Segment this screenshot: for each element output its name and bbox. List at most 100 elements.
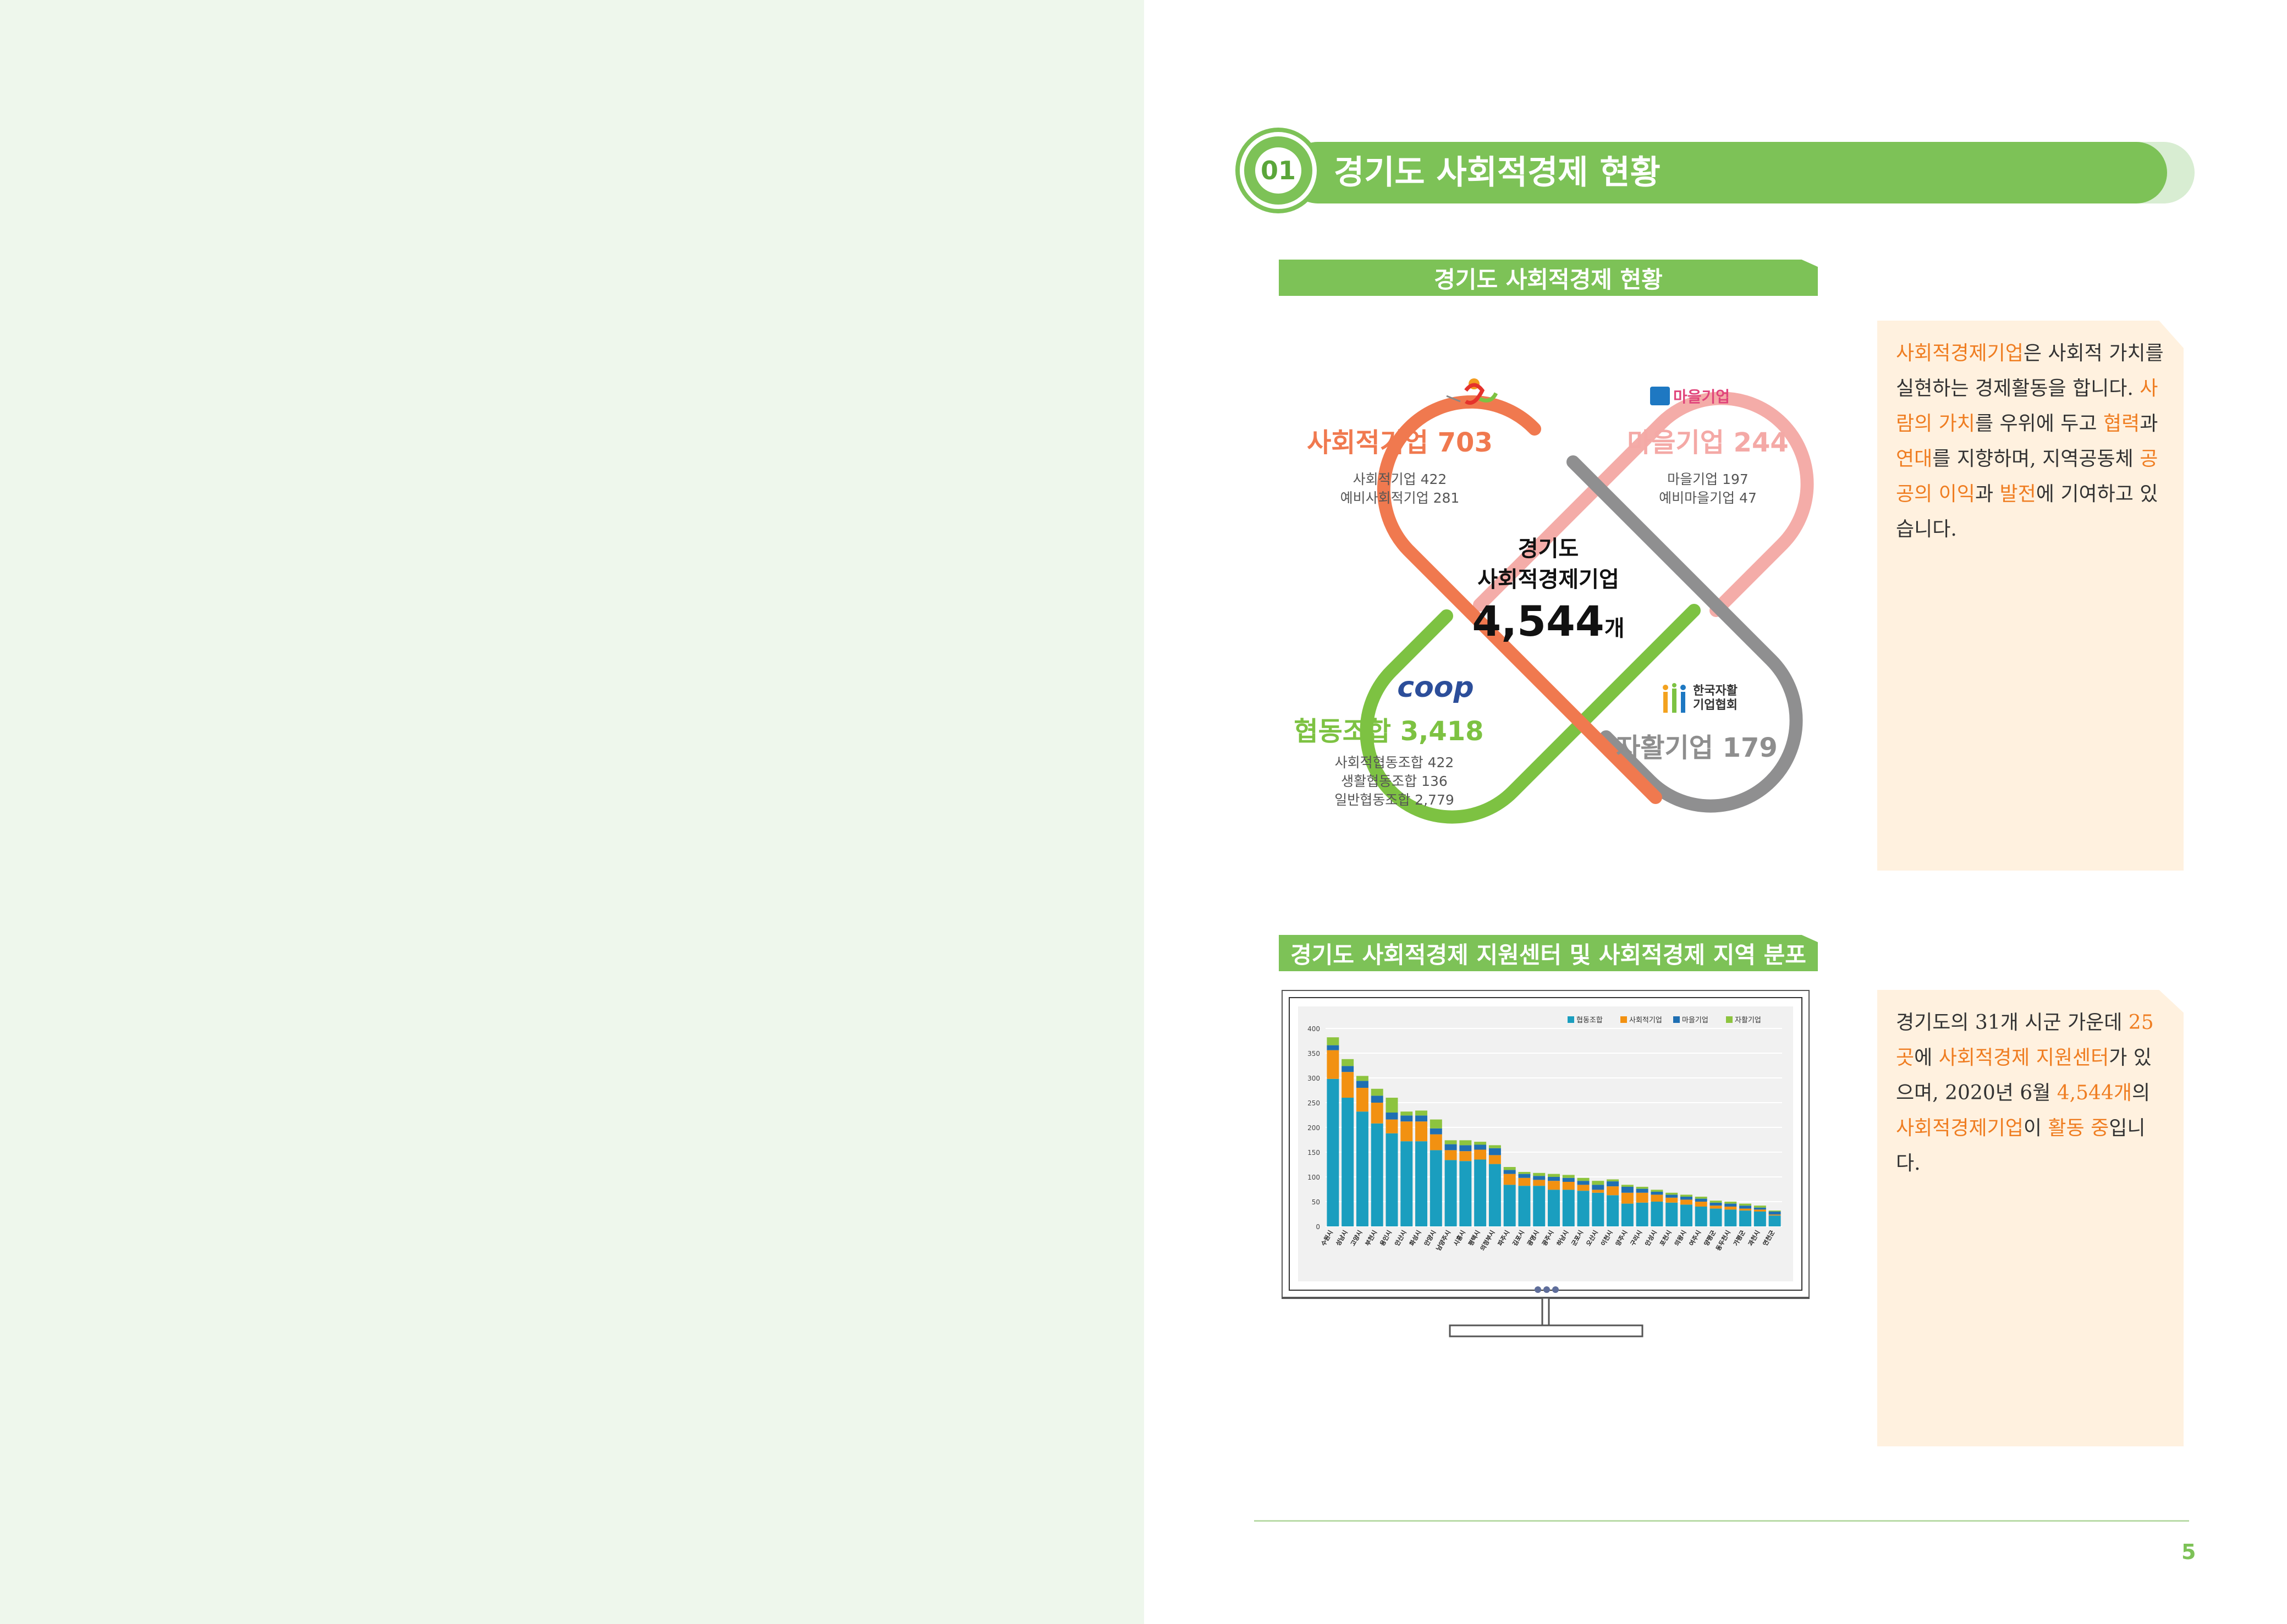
loop-village [1473, 392, 1814, 617]
bar-segment-2 [1768, 1212, 1781, 1215]
infographic: 사회적기업 703 사회적기업 422 예비사회적기업 281 마을기업 마을기… [1276, 324, 1821, 863]
bar-segment-1 [1680, 1199, 1692, 1205]
bar-segment-3 [1415, 1110, 1428, 1116]
highlight-text: 활동 중 [2048, 1117, 2109, 1139]
bar-segment-0 [1356, 1111, 1368, 1226]
highlight-text: 발전 [1999, 483, 2036, 505]
bar-segment-1 [1444, 1150, 1457, 1160]
y-tick-label: 50 [1312, 1198, 1320, 1206]
bar-segment-3 [1342, 1059, 1354, 1066]
bar-segment-1 [1709, 1205, 1722, 1209]
bar-segment-2 [1459, 1145, 1472, 1152]
bar-segment-3 [1709, 1201, 1722, 1203]
bar-segment-2 [1488, 1148, 1501, 1155]
bar-segment-2 [1680, 1197, 1692, 1200]
bar-segment-2 [1753, 1207, 1766, 1210]
section-bar [1287, 142, 2167, 203]
bar-segment-3 [1371, 1088, 1383, 1096]
center-unit: 개 [1604, 616, 1625, 641]
bar-segment-2 [1518, 1174, 1531, 1178]
bar-segment-1 [1415, 1121, 1428, 1142]
bar-segment-3 [1356, 1076, 1368, 1081]
bar-segment-2 [1415, 1115, 1428, 1122]
bar-segment-2 [1503, 1170, 1516, 1174]
bar-segment-1 [1753, 1209, 1766, 1212]
loop-coop-path [1360, 604, 1701, 824]
highlight-text: 4,544개 [2057, 1082, 2132, 1104]
subheader-status: 경기도 사회적경제 현황 [1279, 260, 1818, 296]
bar-segment-2 [1607, 1181, 1619, 1187]
bar-segment-2 [1342, 1066, 1354, 1072]
bar-segment-2 [1386, 1113, 1398, 1120]
bar-segment-3 [1621, 1185, 1634, 1187]
selfsupport-label: 자활기업 179 [1616, 733, 1778, 763]
body-text: 은 사회적 가치를 실현하는 경제활동을 합니다. [1896, 342, 2164, 400]
bar-segment-2 [1474, 1144, 1487, 1150]
bar-segment-2 [1356, 1081, 1368, 1088]
village-house-icon [1650, 387, 1670, 405]
bar-segment-2 [1665, 1194, 1678, 1198]
legend-label: 협동조합 [1576, 1016, 1603, 1025]
bar-segment-1 [1739, 1208, 1752, 1211]
bar-segment-1 [1607, 1186, 1619, 1196]
bar-segment-3 [1636, 1187, 1648, 1189]
bar-segment-1 [1592, 1190, 1604, 1193]
subheader-distribution: 경기도 사회적경제 지원센터 및 사회적경제 지역 분포 [1279, 935, 1818, 971]
bar-segment-1 [1386, 1119, 1398, 1133]
bar-segment-0 [1400, 1141, 1413, 1226]
bar-segment-3 [1607, 1179, 1619, 1182]
coop-logo: coop [1397, 671, 1474, 704]
bar-segment-0 [1621, 1203, 1634, 1226]
section-number: 01 [1260, 156, 1296, 185]
body-text: 이 [2023, 1117, 2048, 1139]
bar-segment-1 [1621, 1192, 1634, 1204]
bar-segment-0 [1695, 1207, 1707, 1226]
body-text: 과 [2140, 412, 2158, 435]
bar-segment-0 [1562, 1190, 1575, 1226]
social-detail-line: 사회적기업 422 [1353, 471, 1447, 487]
bar-segment-2 [1562, 1177, 1575, 1182]
highlight-text: 사회적경제기업 [1896, 1117, 2024, 1139]
y-tick-label: 350 [1307, 1050, 1320, 1058]
center-summary: 경기도 사회적경제기업 4,544개 [1441, 533, 1656, 655]
y-tick-label: 250 [1307, 1099, 1320, 1107]
bar-segment-1 [1562, 1182, 1575, 1190]
bar-segment-0 [1474, 1159, 1487, 1226]
page-number: 5 [2181, 1540, 2196, 1564]
y-tick-label: 100 [1307, 1174, 1320, 1181]
selfsupport-logo-line: 한국자활 [1693, 684, 1738, 698]
selfsupport-logo-text: 한국자활 기업협회 [1693, 684, 1738, 713]
bar-segment-1 [1724, 1207, 1737, 1210]
bar-segment-2 [1621, 1187, 1634, 1193]
bar-segment-3 [1577, 1177, 1590, 1181]
legend-label: 사회적기업 [1629, 1016, 1662, 1025]
body-text: 에 [1914, 1047, 1939, 1069]
legend-label: 마을기업 [1682, 1016, 1708, 1025]
bar-segment-1 [1651, 1194, 1663, 1202]
center-line2: 사회적경제기업 [1477, 567, 1619, 592]
bar-segment-0 [1577, 1191, 1590, 1226]
coop-detail-line: 일반협동조합 2,779 [1334, 792, 1454, 808]
bar-segment-3 [1327, 1037, 1339, 1045]
bar-segment-0 [1415, 1141, 1428, 1226]
bar-segment-0 [1371, 1123, 1383, 1226]
selfsupport-logo-line: 기업협회 [1693, 698, 1738, 712]
bar-segment-0 [1533, 1186, 1546, 1226]
bar-segment-1 [1577, 1185, 1590, 1191]
bar-segment-0 [1739, 1210, 1752, 1226]
loop-selfsupport [1566, 455, 1803, 813]
village-enterprise-label: 마을기업 244 [1627, 427, 1789, 458]
bar-segment-2 [1636, 1188, 1648, 1193]
bar-segment-0 [1592, 1192, 1604, 1226]
bar-segment-0 [1518, 1186, 1531, 1226]
social-enterprise-label: 사회적기업 703 [1307, 427, 1493, 458]
bar-segment-3 [1518, 1172, 1531, 1174]
highlight-text: 사회적경제기업 [1896, 342, 2024, 365]
bar-segment-2 [1651, 1192, 1663, 1195]
infographic-loops [1360, 392, 1814, 824]
highlight-text: 공공의 이익 [1896, 448, 2158, 505]
bar-segment-3 [1724, 1202, 1737, 1204]
bar-segment-2 [1577, 1181, 1590, 1185]
body-text: 가 있으며, 2020년 6월 [1896, 1047, 2152, 1104]
